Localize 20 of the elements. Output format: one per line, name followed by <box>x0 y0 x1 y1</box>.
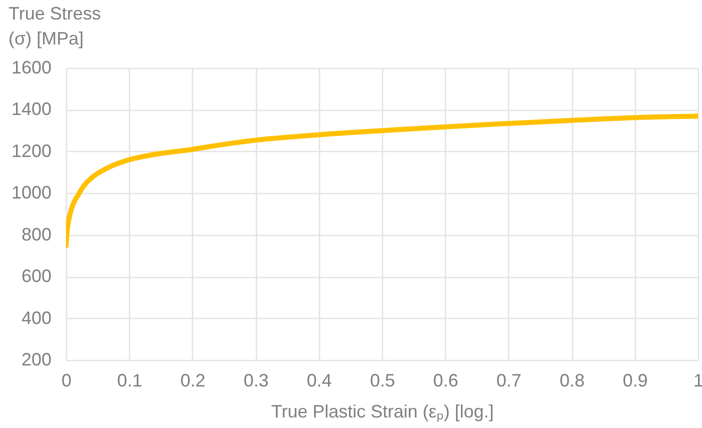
x-tick-label: 0.1 <box>117 370 142 390</box>
x-axis-title: True Plastic Strain (εₚ) [log.] <box>271 402 494 422</box>
x-tick-label: 0.6 <box>433 370 458 390</box>
y-tick-label: 600 <box>21 266 52 286</box>
y-tick-label: 800 <box>21 224 52 244</box>
x-tick-label: 0.8 <box>560 370 585 390</box>
x-tick-label: 0.7 <box>496 370 522 390</box>
x-tick-label: 0.4 <box>306 370 332 390</box>
y-tick-label: 1200 <box>11 140 52 161</box>
x-tick-label: 0.3 <box>244 370 269 390</box>
y-axis-title: True Stress (σ) [MPa] <box>8 4 101 48</box>
y-tick-label: 400 <box>21 308 52 328</box>
x-tick-label: 0 <box>61 370 72 390</box>
y-tick-label: 1600 <box>11 58 52 78</box>
y-tick-label: 1400 <box>11 99 52 120</box>
x-tick-label: 0.9 <box>622 370 648 390</box>
x-tick-label: 0.2 <box>180 370 206 390</box>
y-tick-label: 1000 <box>11 182 52 203</box>
y-tick-label: 200 <box>21 350 52 370</box>
x-tick-label: 0.5 <box>370 370 396 390</box>
